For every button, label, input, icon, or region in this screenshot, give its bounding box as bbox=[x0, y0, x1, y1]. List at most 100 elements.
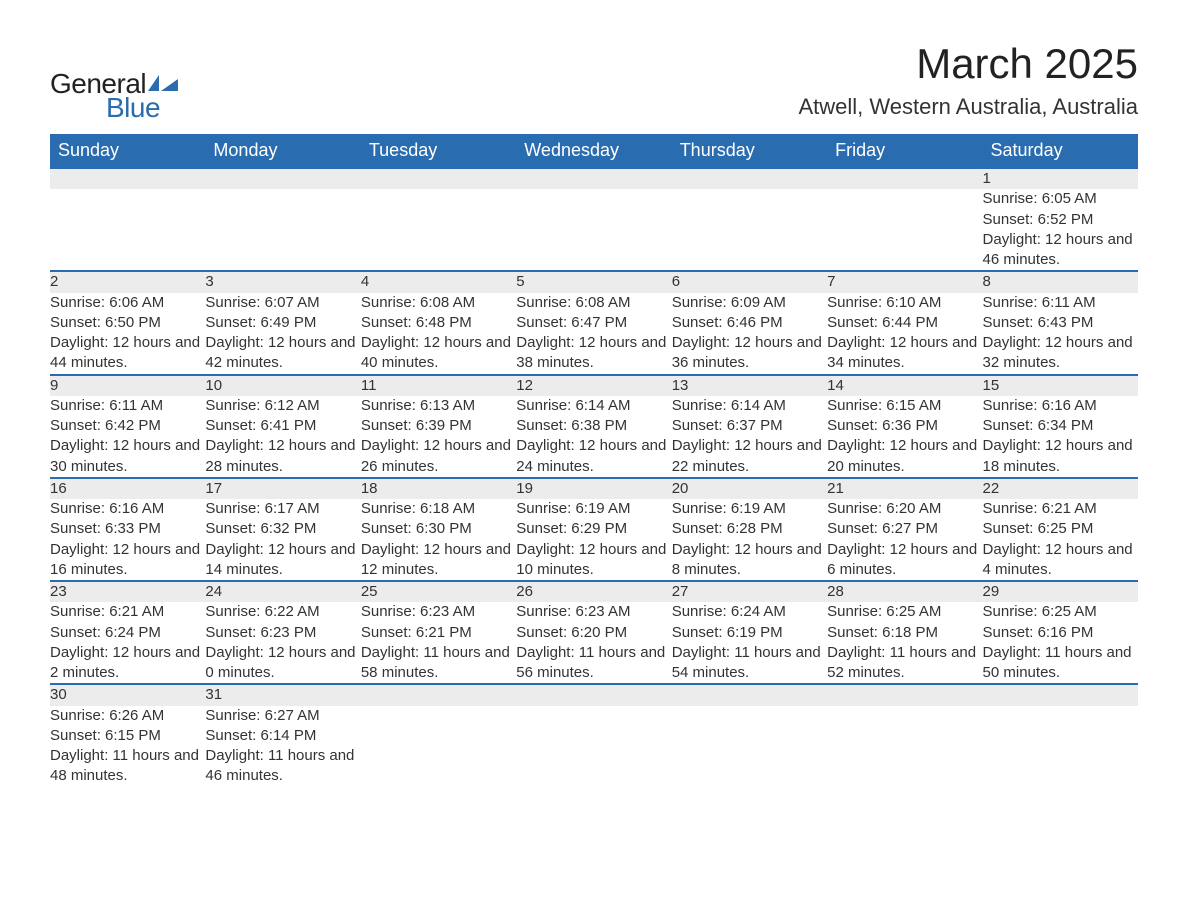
day-cell: Sunrise: 6:25 AMSunset: 6:16 PMDaylight:… bbox=[983, 602, 1138, 684]
daylight-line: Daylight: 12 hours and 46 minutes. bbox=[983, 230, 1138, 271]
day-cell: Sunrise: 6:17 AMSunset: 6:32 PMDaylight:… bbox=[205, 499, 360, 581]
sunrise-line: Sunrise: 6:21 AM bbox=[983, 499, 1138, 519]
sunset-line: Sunset: 6:19 PM bbox=[672, 623, 827, 643]
week-daynum-row: 1 bbox=[50, 168, 1138, 189]
sunset-line: Sunset: 6:21 PM bbox=[361, 623, 516, 643]
sunrise-line: Sunrise: 6:25 AM bbox=[983, 602, 1138, 622]
week-daynum-row: 3031 bbox=[50, 684, 1138, 705]
header: General Blue March 2025 Atwell, Western … bbox=[50, 40, 1138, 124]
day-number: 7 bbox=[827, 271, 982, 292]
sunset-line: Sunset: 6:39 PM bbox=[361, 416, 516, 436]
day-cell: Sunrise: 6:25 AMSunset: 6:18 PMDaylight:… bbox=[827, 602, 982, 684]
day-cell: Sunrise: 6:19 AMSunset: 6:29 PMDaylight:… bbox=[516, 499, 671, 581]
day-cell bbox=[516, 189, 671, 271]
daylight-line: Daylight: 11 hours and 48 minutes. bbox=[50, 746, 205, 787]
sunset-line: Sunset: 6:44 PM bbox=[827, 313, 982, 333]
sunset-line: Sunset: 6:52 PM bbox=[983, 210, 1138, 230]
sunset-line: Sunset: 6:33 PM bbox=[50, 519, 205, 539]
sunrise-line: Sunrise: 6:18 AM bbox=[361, 499, 516, 519]
sunset-line: Sunset: 6:23 PM bbox=[205, 623, 360, 643]
day-number bbox=[827, 684, 982, 705]
sunrise-line: Sunrise: 6:19 AM bbox=[672, 499, 827, 519]
day-cell bbox=[983, 706, 1138, 787]
week-data-row: Sunrise: 6:16 AMSunset: 6:33 PMDaylight:… bbox=[50, 499, 1138, 581]
sunset-line: Sunset: 6:29 PM bbox=[516, 519, 671, 539]
daylight-line: Daylight: 11 hours and 52 minutes. bbox=[827, 643, 982, 684]
day-cell bbox=[827, 706, 982, 787]
day-number bbox=[983, 684, 1138, 705]
logo-text-blue: Blue bbox=[106, 92, 160, 124]
day-number bbox=[205, 168, 360, 189]
day-number: 23 bbox=[50, 581, 205, 602]
sunrise-line: Sunrise: 6:12 AM bbox=[205, 396, 360, 416]
day-number: 8 bbox=[983, 271, 1138, 292]
day-number: 21 bbox=[827, 478, 982, 499]
day-cell: Sunrise: 6:06 AMSunset: 6:50 PMDaylight:… bbox=[50, 293, 205, 375]
daylight-line: Daylight: 12 hours and 40 minutes. bbox=[361, 333, 516, 374]
sunset-line: Sunset: 6:42 PM bbox=[50, 416, 205, 436]
day-number bbox=[50, 168, 205, 189]
week-data-row: Sunrise: 6:06 AMSunset: 6:50 PMDaylight:… bbox=[50, 293, 1138, 375]
sunrise-line: Sunrise: 6:16 AM bbox=[50, 499, 205, 519]
day-number: 31 bbox=[205, 684, 360, 705]
day-cell: Sunrise: 6:20 AMSunset: 6:27 PMDaylight:… bbox=[827, 499, 982, 581]
day-cell bbox=[672, 706, 827, 787]
sunset-line: Sunset: 6:43 PM bbox=[983, 313, 1138, 333]
daylight-line: Daylight: 11 hours and 46 minutes. bbox=[205, 746, 360, 787]
day-cell: Sunrise: 6:08 AMSunset: 6:48 PMDaylight:… bbox=[361, 293, 516, 375]
day-number: 15 bbox=[983, 375, 1138, 396]
sunset-line: Sunset: 6:28 PM bbox=[672, 519, 827, 539]
daylight-line: Daylight: 12 hours and 42 minutes. bbox=[205, 333, 360, 374]
day-number: 29 bbox=[983, 581, 1138, 602]
day-number bbox=[672, 168, 827, 189]
week-daynum-row: 16171819202122 bbox=[50, 478, 1138, 499]
sunrise-line: Sunrise: 6:23 AM bbox=[516, 602, 671, 622]
day-cell: Sunrise: 6:15 AMSunset: 6:36 PMDaylight:… bbox=[827, 396, 982, 478]
day-cell: Sunrise: 6:23 AMSunset: 6:20 PMDaylight:… bbox=[516, 602, 671, 684]
day-cell: Sunrise: 6:08 AMSunset: 6:47 PMDaylight:… bbox=[516, 293, 671, 375]
sunset-line: Sunset: 6:41 PM bbox=[205, 416, 360, 436]
daylight-line: Daylight: 12 hours and 2 minutes. bbox=[50, 643, 205, 684]
day-cell: Sunrise: 6:16 AMSunset: 6:33 PMDaylight:… bbox=[50, 499, 205, 581]
daylight-line: Daylight: 11 hours and 54 minutes. bbox=[672, 643, 827, 684]
day-number: 30 bbox=[50, 684, 205, 705]
sunset-line: Sunset: 6:38 PM bbox=[516, 416, 671, 436]
day-number: 13 bbox=[672, 375, 827, 396]
day-number: 3 bbox=[205, 271, 360, 292]
week-data-row: Sunrise: 6:21 AMSunset: 6:24 PMDaylight:… bbox=[50, 602, 1138, 684]
day-number bbox=[672, 684, 827, 705]
day-number: 16 bbox=[50, 478, 205, 499]
daylight-line: Daylight: 12 hours and 6 minutes. bbox=[827, 540, 982, 581]
title-block: March 2025 Atwell, Western Australia, Au… bbox=[798, 40, 1138, 120]
col-header: Saturday bbox=[983, 134, 1138, 168]
day-cell bbox=[827, 189, 982, 271]
sunset-line: Sunset: 6:34 PM bbox=[983, 416, 1138, 436]
daylight-line: Daylight: 12 hours and 16 minutes. bbox=[50, 540, 205, 581]
day-cell: Sunrise: 6:21 AMSunset: 6:24 PMDaylight:… bbox=[50, 602, 205, 684]
sunset-line: Sunset: 6:30 PM bbox=[361, 519, 516, 539]
sunset-line: Sunset: 6:46 PM bbox=[672, 313, 827, 333]
day-cell: Sunrise: 6:19 AMSunset: 6:28 PMDaylight:… bbox=[672, 499, 827, 581]
week-daynum-row: 9101112131415 bbox=[50, 375, 1138, 396]
sunrise-line: Sunrise: 6:10 AM bbox=[827, 293, 982, 313]
sunrise-line: Sunrise: 6:15 AM bbox=[827, 396, 982, 416]
col-header: Tuesday bbox=[361, 134, 516, 168]
day-cell: Sunrise: 6:18 AMSunset: 6:30 PMDaylight:… bbox=[361, 499, 516, 581]
sunset-line: Sunset: 6:50 PM bbox=[50, 313, 205, 333]
sunrise-line: Sunrise: 6:05 AM bbox=[983, 189, 1138, 209]
day-cell bbox=[672, 189, 827, 271]
week-data-row: Sunrise: 6:11 AMSunset: 6:42 PMDaylight:… bbox=[50, 396, 1138, 478]
day-number: 14 bbox=[827, 375, 982, 396]
daylight-line: Daylight: 12 hours and 0 minutes. bbox=[205, 643, 360, 684]
day-number: 27 bbox=[672, 581, 827, 602]
sunrise-line: Sunrise: 6:13 AM bbox=[361, 396, 516, 416]
day-cell: Sunrise: 6:11 AMSunset: 6:42 PMDaylight:… bbox=[50, 396, 205, 478]
sunset-line: Sunset: 6:27 PM bbox=[827, 519, 982, 539]
sunrise-line: Sunrise: 6:25 AM bbox=[827, 602, 982, 622]
day-cell: Sunrise: 6:14 AMSunset: 6:37 PMDaylight:… bbox=[672, 396, 827, 478]
daylight-line: Daylight: 12 hours and 24 minutes. bbox=[516, 436, 671, 477]
day-cell: Sunrise: 6:23 AMSunset: 6:21 PMDaylight:… bbox=[361, 602, 516, 684]
sunset-line: Sunset: 6:32 PM bbox=[205, 519, 360, 539]
day-number: 26 bbox=[516, 581, 671, 602]
daylight-line: Daylight: 12 hours and 26 minutes. bbox=[361, 436, 516, 477]
